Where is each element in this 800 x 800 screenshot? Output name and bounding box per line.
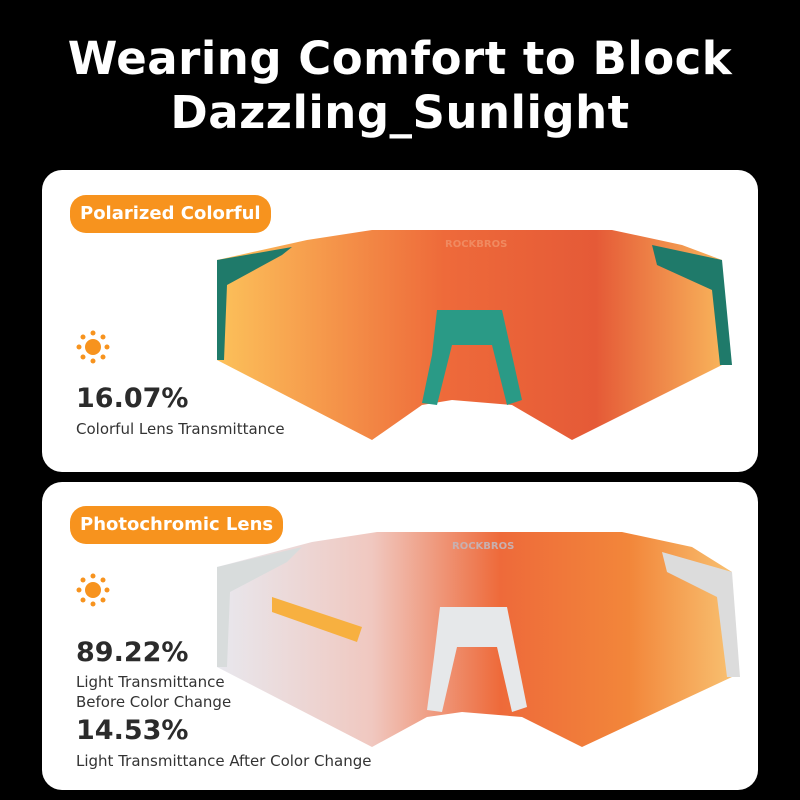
brand-logo: ROCKBROS <box>452 541 514 552</box>
headline-line-1: Wearing Comfort to Block <box>67 32 733 85</box>
transmittance-label: Colorful Lens Transmittance <box>76 420 285 438</box>
sun-icon <box>76 573 110 607</box>
brand-logo: ROCKBROS <box>445 239 507 250</box>
before-change-label-line-1: Light Transmittance <box>76 673 225 691</box>
after-change-label: Light Transmittance After Color Change <box>76 752 372 770</box>
polarized-glasses-image: ROCKBROS <box>217 230 732 440</box>
photochromic-card: ROCKBROS Photochromic Lens 89.22% Light … <box>42 482 758 790</box>
photochromic-badge: Photochromic Lens <box>70 506 284 544</box>
before-change-label-line-2: Before Color Change <box>76 693 232 711</box>
before-change-value: 89.22% <box>76 637 189 668</box>
transmittance-value: 16.07% <box>76 383 189 414</box>
sun-icon <box>76 330 110 364</box>
after-change-value: 14.53% <box>76 715 189 746</box>
polarized-card: ROCKBROS Polarized Colorful 16.07% Color… <box>42 170 758 472</box>
photochromic-glasses-image: ROCKBROS <box>217 532 740 747</box>
polarized-badge: Polarized Colorful <box>70 195 271 233</box>
headline-line-2: Dazzling_Sunlight <box>170 86 630 139</box>
